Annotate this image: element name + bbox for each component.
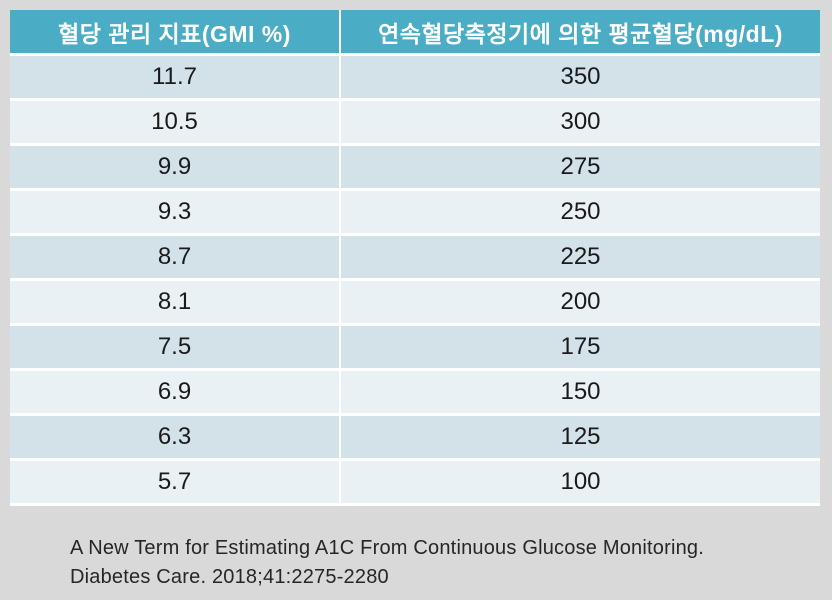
header-avg-glucose: 연속혈당측정기에 의한 평균혈당(mg/dL)	[340, 10, 820, 56]
table-row: 6.9 150	[10, 369, 820, 416]
gmi-cell: 8.7	[10, 234, 341, 281]
table-row: 9.9 275	[10, 144, 820, 191]
table-row: 11.7 350	[10, 54, 820, 101]
gmi-glucose-table: 혈당 관리 지표(GMI %) 연속혈당측정기에 의한 평균혈당(mg/dL) …	[10, 10, 820, 506]
glucose-cell: 175	[340, 324, 820, 371]
table-row: 5.7 100	[10, 459, 820, 506]
glucose-cell: 200	[340, 279, 820, 326]
gmi-cell: 7.5	[10, 324, 341, 371]
glucose-cell: 150	[340, 369, 820, 416]
glucose-cell: 275	[340, 144, 820, 191]
glucose-cell: 350	[340, 54, 820, 101]
glucose-cell: 300	[340, 99, 820, 146]
glucose-cell: 250	[340, 189, 820, 236]
citation-line1: A New Term for Estimating A1C From Conti…	[70, 537, 704, 559]
table-row: 10.5 300	[10, 99, 820, 146]
header-gmi: 혈당 관리 지표(GMI %)	[10, 10, 341, 56]
table-row: 8.7 225	[10, 234, 820, 281]
glucose-cell: 225	[340, 234, 820, 281]
gmi-cell: 9.9	[10, 144, 341, 191]
glucose-cell: 125	[340, 414, 820, 461]
gmi-cell: 6.9	[10, 369, 341, 416]
gmi-cell: 8.1	[10, 279, 341, 326]
citation: A New Term for Estimating A1C From Conti…	[70, 534, 704, 592]
gmi-cell: 11.7	[10, 54, 341, 101]
table-row: 6.3 125	[10, 414, 820, 461]
table-row: 7.5 175	[10, 324, 820, 371]
table-row: 9.3 250	[10, 189, 820, 236]
gmi-cell: 6.3	[10, 414, 341, 461]
citation-line2: Diabetes Care. 2018;41:2275-2280	[70, 566, 389, 588]
gmi-cell: 10.5	[10, 99, 341, 146]
gmi-cell: 5.7	[10, 459, 341, 506]
table-header-row: 혈당 관리 지표(GMI %) 연속혈당측정기에 의한 평균혈당(mg/dL)	[10, 10, 820, 56]
table-row: 8.1 200	[10, 279, 820, 326]
glucose-cell: 100	[340, 459, 820, 506]
gmi-cell: 9.3	[10, 189, 341, 236]
